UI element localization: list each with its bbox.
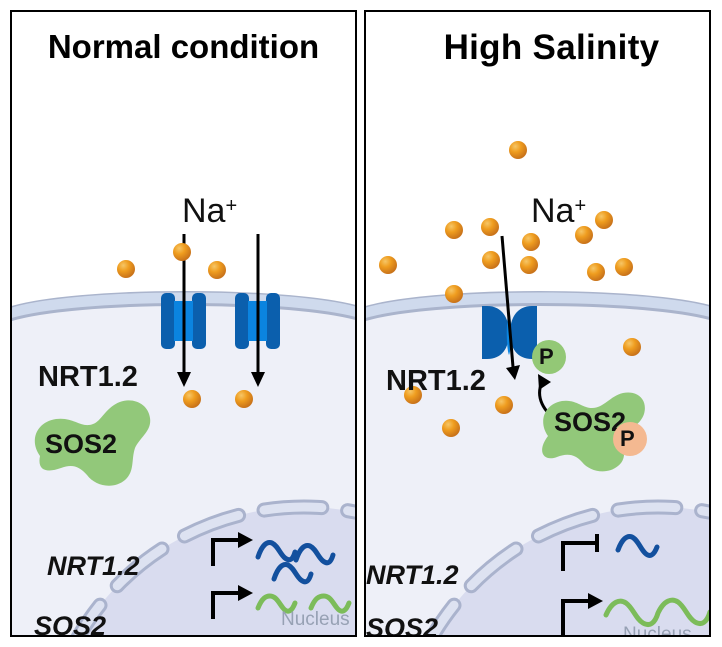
svg-text:Nucleus: Nucleus [623,624,692,637]
svg-text:P: P [539,344,554,369]
svg-text:NRT1.2: NRT1.2 [366,560,459,590]
svg-text:Na+: Na+ [531,192,586,230]
svg-text:Na+: Na+ [182,192,237,230]
svg-text:Nucleus: Nucleus [281,609,350,630]
svg-text:NRT1.2: NRT1.2 [386,365,486,397]
svg-text:SOS2: SOS2 [366,613,438,637]
svg-text:NRT1.2: NRT1.2 [47,551,140,581]
svg-text:SOS2: SOS2 [34,611,106,637]
svg-text:SOS2: SOS2 [45,429,117,459]
svg-text:P: P [620,426,635,451]
svg-text:NRT1.2: NRT1.2 [38,361,138,393]
